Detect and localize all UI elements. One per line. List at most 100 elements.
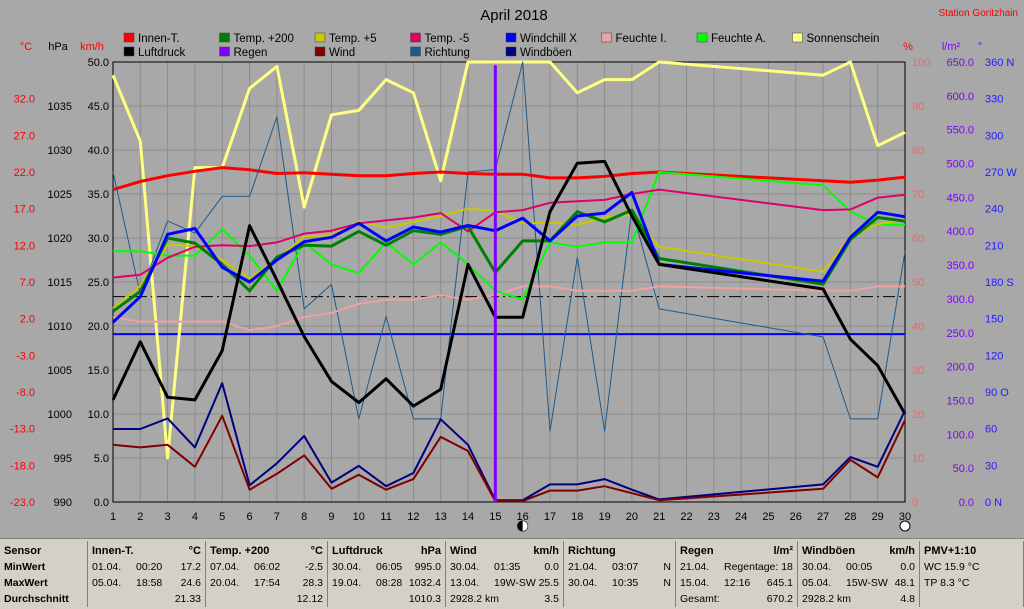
legend-swatch (219, 32, 230, 43)
temp-axis-tick: 7.0 (20, 277, 35, 289)
temp-axis-tick: 12.0 (14, 240, 35, 252)
legend-label: Temp. +5 (329, 33, 377, 45)
stats-column: Windböen km/h 30.04. 00:05 0.0 05.04. 15W-SW 48… (798, 541, 920, 607)
legend-swatch (219, 46, 230, 57)
pressure-axis-tick: 990 (54, 497, 72, 509)
x-axis-tick: 19 (598, 511, 610, 523)
stats-row: 01.04. 00:20 17.2 (92, 559, 201, 575)
stats-unit: hPa (420, 545, 441, 557)
temp-axis-tick: 2.0 (20, 314, 35, 326)
stats-row: 21.04. Regentage: 18 (680, 559, 793, 575)
stats-min-time: 06:02 (254, 561, 281, 573)
stats-min-time: 03:07 (612, 561, 639, 573)
wind-axis-tick: 0.0 (94, 497, 109, 509)
stats-header: Windböen (802, 545, 856, 557)
stats-avg-value: 3.5 (544, 593, 559, 605)
stats-max-date: 05.04. (802, 577, 832, 589)
stats-min-value: 0.0 (544, 561, 559, 573)
stats-avg-value: 670.2 (766, 593, 793, 605)
legend-label: Sonnenschein (807, 33, 880, 45)
x-axis-tick: 3 (165, 511, 171, 523)
stats-row: 05.04. 18:58 24.6 (92, 575, 201, 591)
stats-unit: km/h (533, 545, 559, 557)
legend-swatch (601, 32, 612, 43)
stats-column: Luftdruck hPa 30.04. 06:05 995.0 19.04. 08:28 1… (328, 541, 446, 607)
rain-axis-tick: 300.0 (946, 294, 974, 306)
stats-avg-value: 21.33 (174, 593, 201, 605)
stats-max-time: 10:35 (612, 577, 639, 589)
x-axis-tick: 14 (462, 511, 474, 523)
pressure-axis-tick: 1015 (48, 277, 72, 289)
percent-axis-tick: 0 (912, 497, 918, 509)
axis-unit-temp: °C (20, 41, 32, 53)
stats-max-date: 19.04. (332, 577, 362, 589)
x-axis-tick: 23 (708, 511, 720, 523)
percent-axis-tick: 60 (912, 233, 924, 245)
wind-axis-tick: 20.0 (88, 321, 109, 333)
legend-swatch (123, 32, 135, 43)
x-axis-tick: 6 (246, 511, 252, 523)
chart-title: April 2018 (480, 7, 548, 24)
legend-label: Temp. +200 (234, 33, 294, 45)
series-line (112, 207, 906, 310)
direction-axis-tick: 240 (985, 204, 1003, 216)
rain-axis-tick: 500.0 (946, 159, 974, 171)
stats-max-time: 12:16 (724, 577, 751, 589)
wind-axis-tick: 10.0 (88, 409, 109, 421)
series-line (111, 159, 907, 415)
pressure-axis-tick: 1000 (48, 409, 72, 421)
axis-unit-direction: ° (978, 41, 982, 53)
legend-swatch (505, 32, 517, 43)
stats-min-date: 30.04. (802, 561, 832, 573)
stats-max-value: 24.6 (180, 577, 201, 589)
percent-axis-tick: 20 (912, 409, 924, 421)
stats-header: Wind (450, 545, 477, 557)
rain-axis-tick: 600.0 (946, 91, 974, 103)
stats-max-value: 645.1 (766, 577, 793, 589)
stats-avg-label: Gesamt: (680, 593, 720, 605)
stats-min-value: 17.2 (180, 561, 201, 573)
pressure-axis-tick: 1030 (48, 145, 72, 157)
direction-axis-tick: 0 N (985, 497, 1002, 509)
direction-axis-tick: 300 (985, 130, 1003, 142)
temp-axis-tick: 27.0 (14, 130, 35, 142)
percent-axis-tick: 40 (912, 321, 924, 333)
stats-row: Innen-T. °C (92, 543, 201, 559)
direction-axis-tick: 210 (985, 240, 1003, 252)
weather-chart: -23.0 -18.0 -13.0 -8.0 -3.0 2.0 7.0 12.0 17.0 22.… (10, 7, 1018, 532)
stats-max-date: 30.04. (568, 577, 598, 589)
stats-row: 2928.2 km 3.5 (450, 591, 559, 607)
series-line (112, 285, 905, 332)
temp-axis-tick: -18.0 (10, 460, 35, 472)
stats-row: 30.04. 01:35 0.0 (450, 559, 559, 575)
legend-label: Temp. -5 (425, 33, 470, 45)
stats-max-date: 05.04. (92, 577, 122, 589)
rain-axis-tick: 650.0 (946, 57, 974, 69)
direction-axis-tick: 90 O (985, 387, 1009, 399)
moon-half-icon (522, 521, 528, 531)
legend-label: Feuchte I. (616, 33, 667, 45)
legend-label: Wind (329, 47, 355, 59)
stats-header: Temp. +200 (210, 545, 270, 557)
temp-axis-tick: 17.0 (14, 204, 35, 216)
x-axis-tick: 18 (571, 511, 583, 523)
x-axis-tick: 7 (274, 511, 280, 523)
stats-row (568, 591, 671, 607)
percent-axis-tick: 70 (912, 189, 924, 201)
rain-axis-tick: 50.0 (953, 463, 974, 475)
rain-axis-tick: 400.0 (946, 226, 974, 238)
axis-unit-percent: % (903, 41, 913, 53)
x-axis-tick: 13 (435, 511, 447, 523)
rain-axis-tick: 0.0 (959, 497, 974, 509)
stats-header: Innen-T. (92, 545, 134, 557)
stats-row: WC 15.9 °C (924, 559, 1019, 575)
legend-label: Regen (234, 47, 268, 59)
stats-row: 20.04. 17:54 28.3 (210, 575, 323, 591)
legend-swatch (792, 32, 803, 43)
statistics-panel: Sensor MinWert MaxWert Durchschnitt Inne… (0, 538, 1024, 609)
rain-axis-tick: 100.0 (946, 429, 974, 441)
legend-label: Feuchte A. (711, 33, 766, 45)
stats-label-min: MinWert (4, 561, 46, 573)
x-axis-tick: 1 (110, 511, 116, 523)
stats-min-time: 01:35 (494, 561, 521, 573)
